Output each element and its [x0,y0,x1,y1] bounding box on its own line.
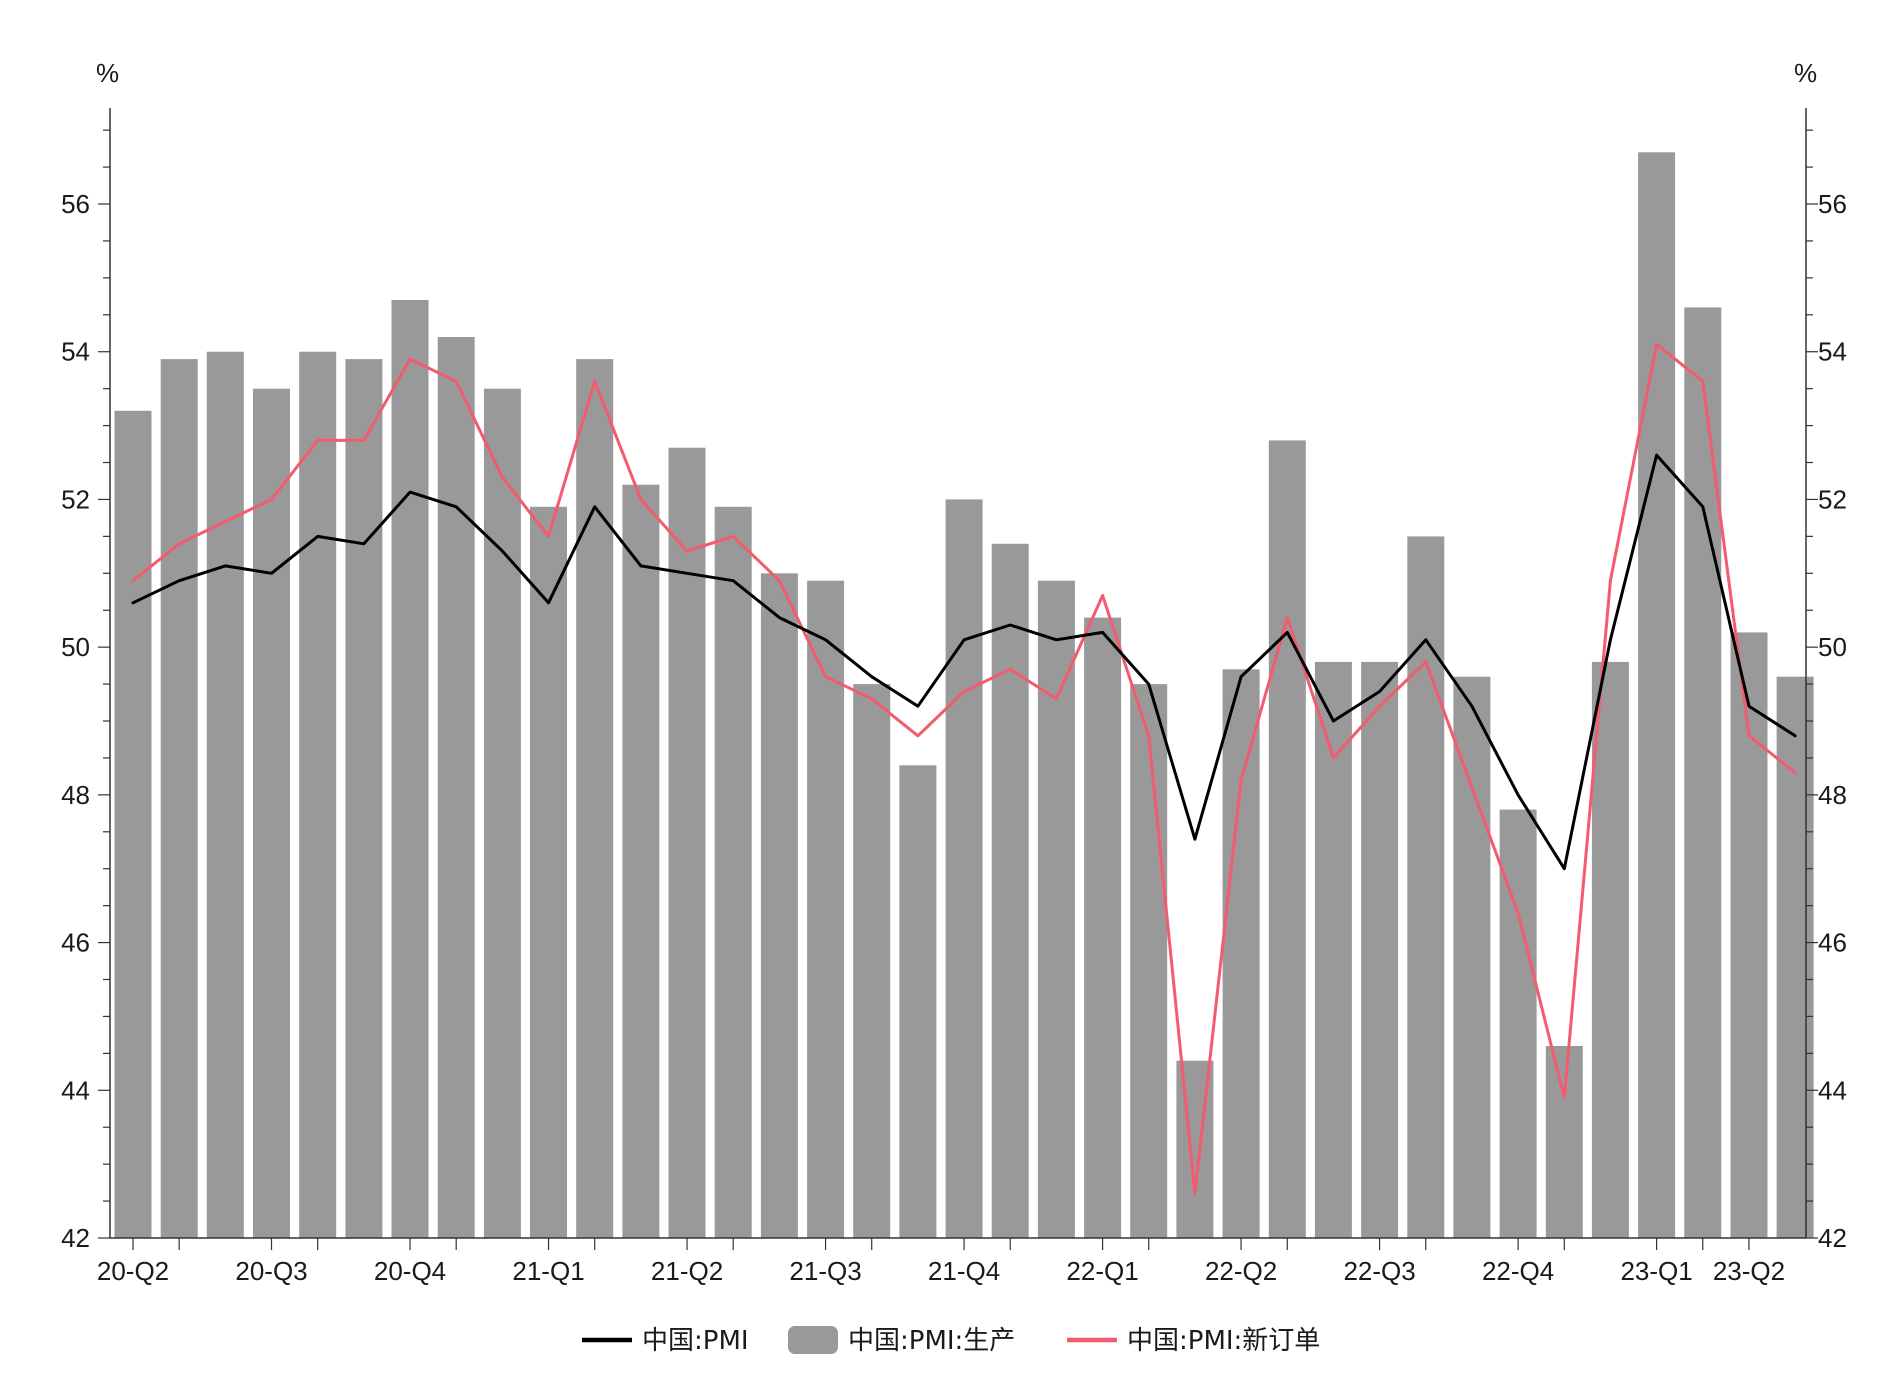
bar-production [1222,669,1260,1238]
right-unit-label: % [1794,58,1817,88]
left-unit-label: % [96,58,119,88]
x-tick-label: 20-Q2 [97,1256,169,1286]
bar-production [1638,152,1676,1238]
bar-production [1591,661,1629,1238]
lines-layer [131,342,1797,1196]
left-tick-label: 56 [61,189,90,219]
legend-swatch-production [788,1326,838,1354]
bar-production [114,410,152,1238]
x-tick-label: 20-Q3 [235,1256,307,1286]
bar-production [945,499,983,1238]
legend: 中国:PMI 中国:PMI:生产 中国:PMI:新订单 [582,1326,1320,1356]
legend-label-production: 中国:PMI:生产 [848,1326,1015,1356]
right-tick-label: 48 [1818,780,1847,810]
bar-production [899,765,937,1238]
x-tick-label: 21-Q3 [789,1256,861,1286]
bar-production [991,543,1029,1238]
x-tick-label: 22-Q1 [1066,1256,1138,1286]
right-tick-label: 56 [1818,189,1847,219]
bar-production [160,359,198,1239]
bar-production [1130,684,1168,1238]
right-tick-label: 50 [1818,632,1847,662]
x-tick-label: 23-Q2 [1713,1256,1785,1286]
bar-production [391,300,429,1238]
left-tick-label: 50 [61,632,90,662]
bar-production [437,337,475,1238]
bar-production [1453,676,1491,1238]
x-tick-label: 23-Q1 [1620,1256,1692,1286]
legend-label-new-orders: 中国:PMI:新订单 [1127,1326,1320,1356]
bar-production [345,359,383,1239]
bar-production [1314,661,1352,1238]
bar-production [622,484,660,1238]
line-new-orders [131,342,1797,1196]
x-tick-label: 22-Q3 [1343,1256,1415,1286]
right-tick-label: 44 [1818,1075,1847,1105]
bar-production [714,506,752,1238]
left-tick-label: 48 [61,780,90,810]
bar-production [206,351,244,1238]
left-tick-label: 54 [61,337,90,367]
right-tick-label: 52 [1818,484,1847,514]
bar-production [1545,1046,1583,1238]
bar-production [807,580,845,1238]
bar-production [668,447,706,1238]
right-tick-label: 54 [1818,337,1847,367]
x-tick-label: 20-Q4 [374,1256,446,1286]
bar-production [576,359,614,1239]
right-tick-label: 46 [1818,928,1847,958]
bar-production [299,351,337,1238]
x-ticks: 20-Q2 20-Q3 20-Q4 21-Q1 21-Q2 21-Q3 21-Q4 22-Q1… [97,1238,1785,1286]
x-tick-label: 22-Q4 [1482,1256,1554,1286]
bar-production [1684,307,1722,1238]
left-ticks: 42 44 46 48 50 52 54 56 [61,129,110,1253]
bar-production [1361,661,1399,1238]
left-tick-label: 52 [61,484,90,514]
bar-production [1730,632,1768,1238]
x-tick-label: 22-Q2 [1205,1256,1277,1286]
right-ticks: 42 44 46 48 50 52 54 56 [1806,129,1847,1253]
bar-production [530,506,567,1238]
right-tick-label: 42 [1818,1223,1847,1253]
bar-production [1268,440,1306,1238]
line-pmi [131,453,1797,871]
legend-label-pmi: 中国:PMI [642,1326,749,1356]
left-tick-label: 44 [61,1075,90,1105]
left-tick-label: 46 [61,928,90,958]
bar-production [1084,617,1122,1238]
bar-production [853,684,891,1238]
bar-production [483,388,521,1238]
left-tick-label: 42 [61,1223,90,1253]
bar-production [1037,580,1075,1238]
x-tick-label: 21-Q2 [651,1256,723,1286]
bar-production [253,388,290,1238]
x-tick-label: 21-Q4 [928,1256,1000,1286]
x-tick-label: 21-Q1 [512,1256,584,1286]
bar-production [1776,676,1814,1238]
bar-production [760,573,798,1238]
